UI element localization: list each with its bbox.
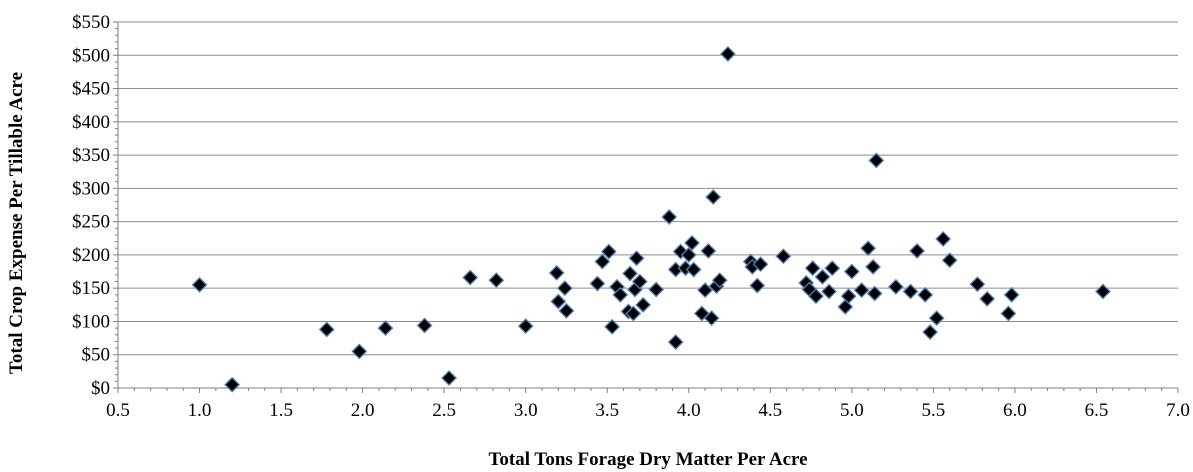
data-point bbox=[719, 46, 736, 62]
data-point bbox=[749, 277, 766, 294]
data-point bbox=[1003, 286, 1020, 303]
data-point bbox=[600, 243, 617, 260]
y-tick-label: $450 bbox=[72, 79, 110, 100]
data-point bbox=[622, 265, 638, 282]
y-tick-label: $200 bbox=[72, 245, 110, 266]
data-point bbox=[928, 310, 945, 327]
data-point bbox=[705, 189, 722, 205]
data-point bbox=[1095, 283, 1111, 300]
data-point bbox=[612, 286, 629, 303]
data-point bbox=[866, 285, 883, 302]
data-point bbox=[488, 272, 505, 289]
data-point bbox=[711, 272, 728, 289]
data-point bbox=[935, 231, 952, 247]
data-point bbox=[550, 293, 567, 310]
y-tick-label: $400 bbox=[72, 112, 110, 133]
data-point bbox=[922, 324, 939, 341]
x-tick-label: 1.5 bbox=[269, 400, 293, 421]
y-tick-label: $0 bbox=[91, 378, 110, 399]
data-point bbox=[808, 288, 824, 305]
data-point bbox=[860, 240, 877, 257]
data-point bbox=[318, 321, 335, 338]
data-point bbox=[548, 264, 565, 281]
x-tick-label: 3.5 bbox=[595, 400, 619, 421]
gridlines bbox=[118, 21, 1178, 356]
y-tick-label: $50 bbox=[82, 345, 111, 366]
x-tick-label: 6.5 bbox=[1085, 400, 1109, 421]
data-point bbox=[667, 334, 684, 351]
data-point bbox=[604, 318, 621, 335]
data-point bbox=[558, 302, 575, 319]
y-tick-label: $300 bbox=[72, 178, 110, 199]
y-tick-label: $500 bbox=[72, 45, 110, 66]
x-tick-labels: 0.5 1.0 1.5 2.0 2.5 3.0 3.5 4.0 4.5 5.0 5.5 6.0 6.5 7… bbox=[106, 400, 1190, 421]
tick-marks bbox=[113, 21, 1179, 393]
data-point bbox=[824, 260, 841, 277]
data-point bbox=[941, 252, 958, 269]
x-axis-title: Total Tons Forage Dry Matter Per Acre bbox=[488, 449, 807, 470]
data-point bbox=[969, 276, 986, 293]
x-tick-label: 4.0 bbox=[677, 400, 701, 421]
y-tick-label: $250 bbox=[72, 212, 110, 233]
data-point bbox=[625, 305, 642, 322]
data-point bbox=[814, 268, 831, 285]
data-point bbox=[462, 269, 479, 286]
data-point bbox=[441, 370, 457, 386]
data-point bbox=[680, 246, 697, 263]
data-point bbox=[191, 276, 208, 293]
y-tick-label: $150 bbox=[72, 278, 110, 299]
x-tick-label: 4.5 bbox=[758, 400, 782, 421]
x-tick-label: 3.0 bbox=[514, 400, 538, 421]
data-point bbox=[821, 283, 837, 300]
data-point bbox=[416, 317, 433, 334]
data-point bbox=[697, 282, 713, 299]
data-point bbox=[685, 261, 702, 278]
y-tick-labels: $0 $50 $100 $150 $200 $250 $300 $350 $400 $450 $50… bbox=[72, 12, 110, 399]
data-point bbox=[556, 280, 573, 297]
data-point bbox=[843, 263, 860, 280]
data-point bbox=[909, 242, 925, 259]
data-point bbox=[917, 286, 934, 303]
data-point bbox=[853, 282, 870, 299]
data-point bbox=[648, 281, 665, 298]
axes bbox=[117, 22, 1178, 389]
data-point bbox=[628, 250, 645, 267]
x-tick-label: 0.5 bbox=[106, 400, 130, 421]
data-point bbox=[684, 235, 700, 251]
data-point bbox=[775, 248, 792, 265]
x-tick-label: 2.0 bbox=[351, 400, 375, 421]
data-point bbox=[661, 209, 678, 225]
data-point bbox=[517, 318, 534, 335]
data-point bbox=[589, 275, 606, 292]
x-tick-label: 7.0 bbox=[1166, 400, 1190, 421]
data-point bbox=[703, 310, 720, 327]
y-tick-label: $350 bbox=[72, 145, 110, 166]
data-point bbox=[865, 258, 881, 275]
y-axis-title: Total Crop Expense Per Tillable Acre bbox=[6, 72, 27, 374]
data-points bbox=[191, 46, 1111, 393]
data-point bbox=[979, 290, 996, 307]
x-tick-label: 5.0 bbox=[840, 400, 864, 421]
data-point bbox=[631, 273, 648, 290]
data-point bbox=[635, 296, 652, 313]
x-tick-label: 1.0 bbox=[188, 400, 212, 421]
data-point bbox=[902, 283, 919, 300]
x-tick-label: 6.0 bbox=[1003, 400, 1027, 421]
data-point bbox=[1000, 305, 1017, 322]
data-point bbox=[700, 242, 717, 259]
data-point bbox=[868, 152, 885, 169]
data-point bbox=[752, 256, 769, 273]
data-point bbox=[804, 260, 821, 277]
data-point bbox=[377, 320, 394, 337]
data-point bbox=[594, 253, 611, 270]
y-tick-label: $550 bbox=[72, 12, 110, 33]
data-point bbox=[887, 278, 904, 295]
data-point bbox=[224, 376, 241, 393]
x-tick-label: 2.5 bbox=[432, 400, 456, 421]
data-point bbox=[840, 288, 857, 305]
y-tick-label: $100 bbox=[72, 311, 110, 332]
data-point bbox=[351, 343, 368, 360]
x-tick-label: 5.5 bbox=[922, 400, 946, 421]
